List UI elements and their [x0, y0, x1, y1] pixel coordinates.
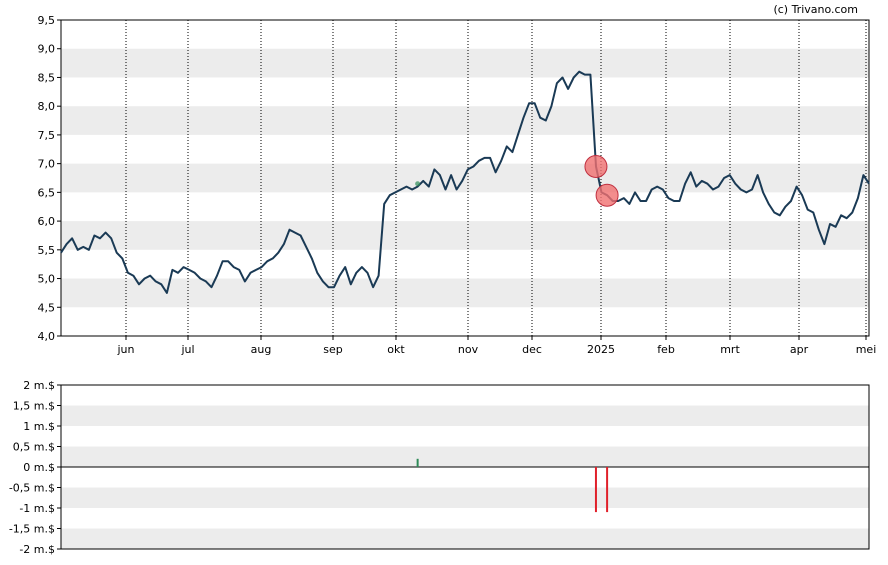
volume-y-tick-label: -0,5 m.$: [9, 482, 55, 495]
volume-y-tick-label: 2 m.$: [23, 379, 55, 392]
volume-y-tick-label: -1,5 m.$: [9, 523, 55, 536]
volume-y-tick-label: 0,5 m.$: [13, 441, 55, 454]
price-band: [61, 48, 869, 78]
volume-band: [61, 446, 869, 467]
price-x-tick-label: apr: [790, 343, 809, 356]
price-band: [61, 221, 869, 250]
price-y-tick-label: 4,0: [38, 330, 56, 343]
price-panel-frame: [60, 19, 870, 337]
buy-marker: [415, 181, 421, 187]
price-x-tick-label: feb: [657, 343, 675, 356]
price-y-tick-label: 6,5: [38, 186, 56, 199]
copyright-label: (c) Trivano.com: [773, 3, 858, 16]
price-x-tick-label: jul: [180, 343, 194, 356]
price-band: [61, 278, 869, 308]
price-x-tick-label: mrt: [720, 343, 740, 356]
price-series: [60, 70, 870, 294]
price-band: [61, 106, 869, 135]
volume-y-tick-label: 1 m.$: [23, 420, 55, 433]
price-x-tick-label: dec: [522, 343, 542, 356]
price-y-tick-label: 9,5: [38, 14, 56, 27]
price-x-tick-label: aug: [251, 343, 272, 356]
price-x-tick-label: sep: [323, 343, 342, 356]
price-x-tick-label: mei: [856, 343, 877, 356]
price-y-tick-label: 9,0: [38, 43, 56, 56]
volume-bars: [416, 458, 609, 513]
price-y-axis-ticks: 4,0 4,5 5,0 5,5 6,0 6,5 7,0 7,5 8,0 8,5 9,0 9,5: [38, 14, 61, 343]
price-x-axis-ticks: jun jul aug sep okt nov dec 2025 feb mrt apr mei: [117, 336, 877, 356]
volume-y-tick-label: -1 m.$: [19, 502, 55, 515]
volume-band: [61, 528, 869, 549]
volume-band: [61, 405, 869, 426]
sell-marker: [595, 183, 619, 207]
price-x-tick-label: okt: [387, 343, 405, 356]
trade-markers: [415, 155, 619, 207]
price-band: [61, 163, 869, 193]
price-y-tick-label: 5,0: [38, 273, 56, 286]
price-x-tick-label: 2025: [587, 343, 615, 356]
price-y-tick-label: 7,5: [38, 129, 56, 142]
price-y-tick-label: 4,5: [38, 301, 56, 314]
price-y-tick-label: 6,0: [38, 215, 56, 228]
price-y-tick-label: 8,5: [38, 71, 56, 84]
price-y-tick-label: 8,0: [38, 100, 56, 113]
volume-y-tick-label: 0 m.$: [23, 461, 55, 474]
volume-y-tick-label: -2 m.$: [19, 543, 55, 556]
volume-y-axis-ticks: 2 m.$ 1,5 m.$ 1 m.$ 0,5 m.$ 0 m.$ -0,5 m.$ -1 …: [9, 379, 61, 556]
price-line: [60, 70, 870, 294]
volume-panel-bands: [61, 405, 869, 549]
volume-y-tick-label: 1,5 m.$: [13, 400, 55, 413]
price-y-tick-label: 7,0: [38, 158, 56, 171]
price-panel-bands: [61, 48, 869, 308]
price-y-tick-label: 5,5: [38, 244, 56, 257]
price-x-tick-label: jun: [117, 343, 135, 356]
volume-band: [61, 487, 869, 508]
price-x-tick-label: nov: [458, 343, 479, 356]
sell-marker: [584, 155, 608, 179]
